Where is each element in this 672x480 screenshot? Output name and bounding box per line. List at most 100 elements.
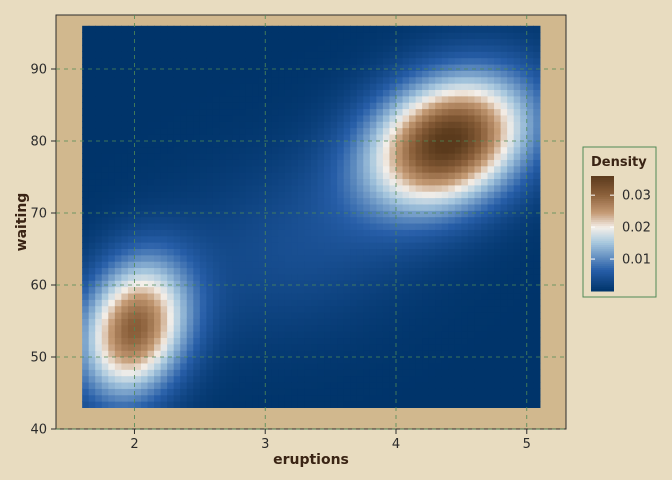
heatmap-cell bbox=[356, 178, 364, 186]
heatmap-cell bbox=[343, 140, 351, 148]
heatmap-cell bbox=[304, 324, 312, 332]
heatmap-cell bbox=[114, 229, 122, 237]
heatmap-cell bbox=[278, 32, 286, 40]
heatmap-cell bbox=[494, 292, 502, 300]
heatmap-cell bbox=[343, 242, 351, 249]
heatmap-cell bbox=[513, 165, 521, 173]
heatmap-cell bbox=[324, 324, 332, 332]
heatmap-cell bbox=[317, 273, 325, 281]
heatmap-cell bbox=[513, 102, 521, 110]
heatmap-cell bbox=[95, 172, 103, 180]
heatmap-cell bbox=[271, 369, 279, 377]
heatmap-cell bbox=[82, 286, 90, 294]
heatmap-cell bbox=[448, 197, 456, 205]
heatmap-cell bbox=[448, 292, 456, 300]
heatmap-cell bbox=[330, 203, 338, 211]
heatmap-cell bbox=[441, 222, 449, 230]
heatmap-cell bbox=[219, 57, 227, 65]
heatmap-cell bbox=[232, 95, 240, 103]
heatmap-cell bbox=[389, 210, 397, 218]
heatmap-cell bbox=[409, 159, 417, 167]
heatmap-cell bbox=[441, 51, 449, 59]
heatmap-cell bbox=[167, 248, 175, 256]
heatmap-cell bbox=[428, 273, 436, 281]
heatmap-cell bbox=[265, 388, 273, 396]
heatmap-cell bbox=[461, 57, 469, 65]
heatmap-cell bbox=[173, 133, 181, 141]
heatmap-cell bbox=[199, 254, 207, 262]
heatmap-cell bbox=[108, 172, 116, 180]
heatmap-cell bbox=[278, 356, 286, 364]
heatmap-cell bbox=[186, 32, 194, 40]
heatmap-cell bbox=[363, 76, 371, 84]
heatmap-cell bbox=[239, 216, 247, 224]
heatmap-cell bbox=[284, 159, 292, 167]
heatmap-cell bbox=[481, 203, 489, 211]
heatmap-cell bbox=[481, 381, 489, 389]
heatmap-cell bbox=[500, 153, 508, 160]
heatmap-cell bbox=[154, 133, 162, 141]
heatmap-cell bbox=[232, 140, 240, 148]
heatmap-cell bbox=[435, 381, 443, 389]
heatmap-cell bbox=[114, 216, 122, 224]
heatmap-cell bbox=[271, 331, 279, 339]
heatmap-cell bbox=[245, 197, 253, 205]
heatmap-cell bbox=[186, 235, 194, 243]
heatmap-cell bbox=[141, 25, 149, 33]
heatmap-cell bbox=[284, 273, 292, 281]
heatmap-cell bbox=[291, 38, 299, 46]
heatmap-cell bbox=[487, 337, 495, 345]
heatmap-cell bbox=[350, 184, 358, 192]
heatmap-cell bbox=[422, 292, 430, 300]
heatmap-cell bbox=[461, 172, 469, 180]
heatmap-cell bbox=[297, 159, 306, 167]
heatmap-cell bbox=[533, 32, 541, 40]
heatmap-cell bbox=[467, 369, 476, 377]
heatmap-cell bbox=[121, 146, 129, 154]
heatmap-cell bbox=[415, 362, 423, 370]
heatmap-cell bbox=[265, 235, 273, 243]
heatmap-cell bbox=[265, 159, 273, 167]
heatmap-cell bbox=[330, 369, 338, 377]
heatmap-cell bbox=[114, 388, 122, 396]
heatmap-cell bbox=[180, 153, 188, 160]
heatmap-cell bbox=[284, 362, 292, 370]
heatmap-cell bbox=[317, 140, 325, 148]
heatmap-cell bbox=[376, 362, 384, 370]
heatmap-cell bbox=[500, 375, 508, 383]
heatmap-cell bbox=[402, 165, 410, 173]
heatmap-cell bbox=[180, 197, 188, 205]
heatmap-cell bbox=[454, 280, 462, 288]
heatmap-cell bbox=[121, 362, 129, 370]
legend-colorbar-segment bbox=[591, 237, 614, 240]
heatmap-cell bbox=[500, 70, 508, 78]
heatmap-cell bbox=[271, 76, 279, 84]
heatmap-cell bbox=[180, 254, 188, 262]
heatmap-cell bbox=[258, 76, 266, 84]
heatmap-cell bbox=[396, 350, 404, 358]
heatmap-cell bbox=[265, 324, 273, 332]
heatmap-cell bbox=[258, 318, 266, 326]
heatmap-cell bbox=[369, 381, 377, 389]
heatmap-cell bbox=[428, 25, 436, 33]
heatmap-cell bbox=[389, 51, 397, 59]
heatmap-cell bbox=[180, 114, 188, 122]
heatmap-cell bbox=[467, 229, 476, 237]
heatmap-cell bbox=[134, 89, 142, 97]
heatmap-cell bbox=[481, 76, 489, 84]
heatmap-cell bbox=[173, 95, 181, 103]
heatmap-cell bbox=[101, 305, 109, 313]
heatmap-cell bbox=[127, 318, 136, 326]
heatmap-cell bbox=[82, 95, 90, 103]
heatmap-cell bbox=[474, 381, 482, 389]
heatmap-cell bbox=[533, 356, 541, 364]
heatmap-cell bbox=[494, 121, 502, 129]
heatmap-cell bbox=[441, 375, 449, 383]
heatmap-cell bbox=[337, 159, 345, 167]
heatmap-cell bbox=[160, 331, 168, 339]
heatmap-cell bbox=[382, 178, 391, 186]
heatmap-cell bbox=[278, 108, 286, 116]
heatmap-cell bbox=[500, 350, 508, 358]
heatmap-cell bbox=[422, 350, 430, 358]
heatmap-cell bbox=[337, 121, 345, 129]
